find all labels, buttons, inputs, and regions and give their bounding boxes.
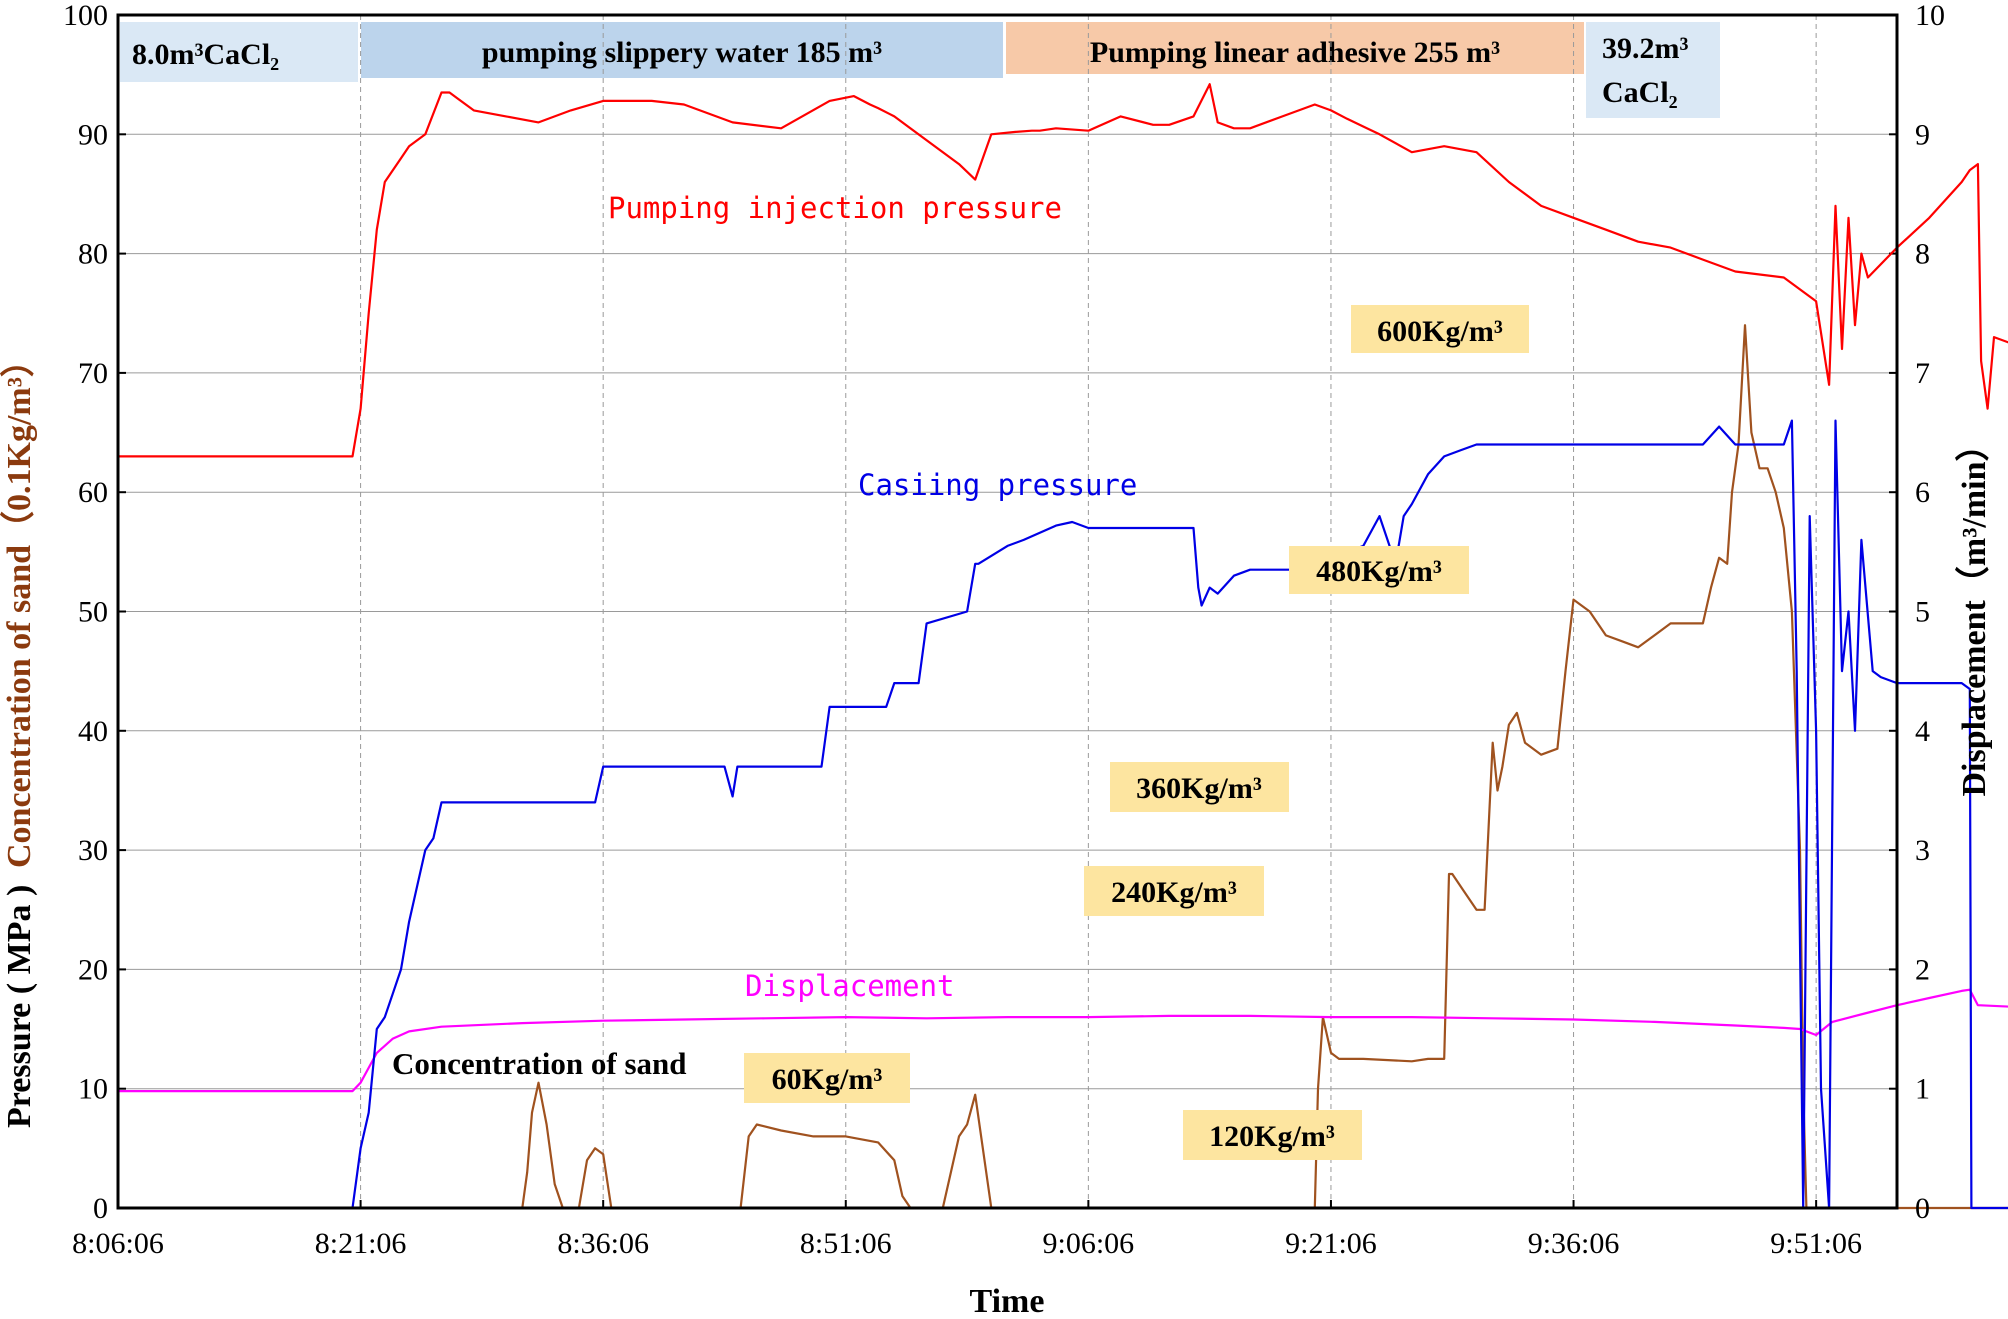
plot-frame	[116, 13, 1899, 1210]
y-left-tick-label: 60	[78, 476, 108, 509]
y-left-tick-label: 80	[78, 238, 108, 271]
y-left-tick-label: 40	[78, 715, 108, 748]
x-tick-label: 9:36:06	[1528, 1227, 1620, 1260]
sand-label-240: 240Kg/m³	[1111, 876, 1237, 909]
x-tick-label: 9:51:06	[1770, 1227, 1862, 1260]
sand-label-120: 120Kg/m³	[1209, 1120, 1335, 1153]
y-left-tick-label: 100	[63, 0, 108, 32]
y-left-tick-label: 10	[78, 1073, 108, 1106]
sand-label-60: 60Kg/m³	[772, 1063, 883, 1096]
y-right-tick-label: 2	[1915, 953, 1930, 986]
y-right-tick-label: 10	[1915, 0, 1945, 32]
sand-label-480-box	[1289, 546, 1469, 594]
x-tick-label: 9:21:06	[1285, 1227, 1377, 1260]
y-left-tick-label: 20	[78, 953, 108, 986]
x-tick-label: 10:06:06	[2005, 1227, 2008, 1260]
grid	[117, 14, 1897, 1209]
y-right-tick-label: 5	[1915, 596, 1930, 629]
banner-cacl2-start-text: 8.0m³CaCl₂	[132, 38, 279, 71]
x-tick-label: 8:21:06	[315, 1227, 407, 1260]
banner-slippery-water-text: pumping slippery water 185 m³	[482, 36, 882, 69]
sand-label-480: 480Kg/m³	[1316, 555, 1442, 588]
label-casing-pressure: Casiing pressure	[858, 468, 1137, 502]
y-right-tick-label: 3	[1915, 834, 1930, 867]
sand-label-360-box	[1110, 762, 1289, 812]
x-tick-label: 8:06:06	[72, 1227, 164, 1260]
sand-label-600: 600Kg/m³	[1377, 315, 1503, 348]
y-left-tick-label: 0	[93, 1192, 108, 1225]
y-axis-title-pressure: Pressure ( MPa )	[1, 885, 38, 1128]
label-injection-pressure: Pumping injection pressure	[608, 191, 1062, 225]
sand-label-360: 360Kg/m³	[1136, 772, 1262, 805]
tick-labels: 0 10 20 30 40 50 60 70 80 90 100 0 1 2 3 4 5 6 7 8 9 10 8:06:0…	[63, 0, 2008, 1260]
label-sand-concentration: Concentration of sand	[392, 1046, 687, 1081]
y-left-tick-label: 90	[78, 118, 108, 151]
y-right-tick-label: 9	[1915, 118, 1930, 151]
x-tick-label: 8:36:06	[557, 1227, 649, 1260]
banner-linear-adhesive-text: Pumping linear adhesive 255 m³	[1090, 36, 1500, 69]
sand-label-240-box	[1084, 866, 1264, 916]
banner-slippery-water	[361, 22, 1003, 78]
y-left-tick-label: 30	[78, 834, 108, 867]
x-tick-label: 9:06:06	[1043, 1227, 1135, 1260]
sand-label-600-box	[1351, 305, 1529, 353]
series-line-displacement	[116, 988, 2008, 1093]
banner-cacl2-end-text-1: 39.2m³	[1602, 32, 1688, 65]
sand-label-120-box	[1183, 1110, 1362, 1160]
series-line-casiing-pressure	[116, 419, 2008, 1210]
x-axis-title: Time	[970, 1283, 1045, 1319]
y-axis-title-displacement: Displacement（m³/min）	[1954, 427, 1993, 796]
y-right-tick-label: 1	[1915, 1073, 1930, 1106]
banner-cacl2-end	[1586, 22, 1720, 118]
banner-cacl2-end-text-2: CaCl₂	[1602, 76, 1678, 109]
y-left-tick-label: 70	[78, 357, 108, 390]
label-displacement: Displacement	[745, 969, 955, 1003]
series-lines	[116, 83, 2008, 1210]
y-right-tick-label: 0	[1915, 1192, 1930, 1225]
series-line-pumping-injection-pressure	[116, 83, 2008, 458]
y-right-tick-label: 6	[1915, 476, 1930, 509]
banner-cacl2-start	[120, 22, 358, 82]
y-axis-title-sand: Concentration of sand（0.1Kg/m³）	[0, 343, 38, 868]
y-right-tick-label: 4	[1915, 715, 1930, 748]
sand-label-60-box	[744, 1053, 910, 1103]
banner-linear-adhesive	[1006, 22, 1584, 74]
y-right-tick-label: 7	[1915, 357, 1930, 390]
y-right-tick-label: 8	[1915, 238, 1930, 271]
x-tick-label: 8:51:06	[800, 1227, 892, 1260]
y-left-tick-label: 50	[78, 596, 108, 629]
